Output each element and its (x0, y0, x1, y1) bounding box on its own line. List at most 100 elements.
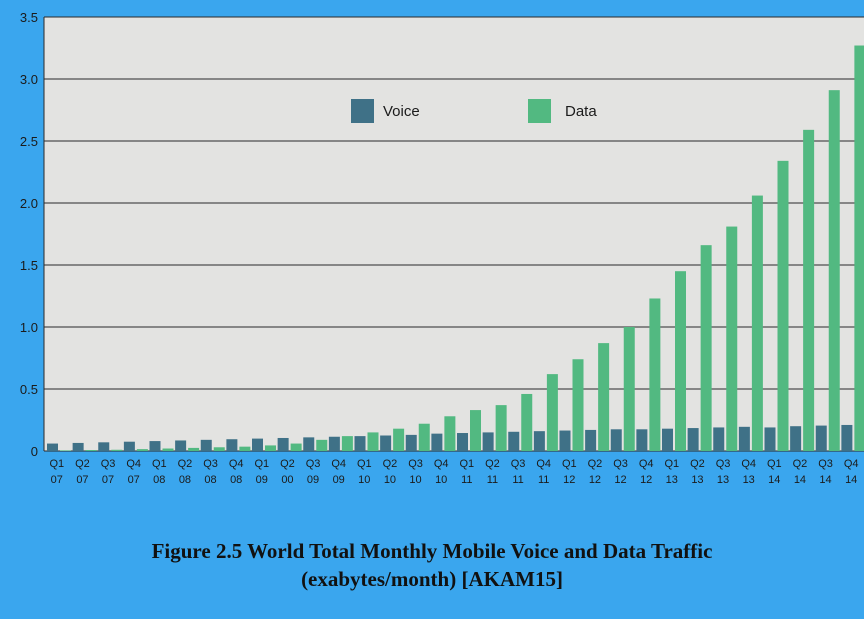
bar-voice (47, 443, 58, 451)
x-tick-label-year: 07 (128, 474, 140, 486)
x-tick-label-year: 14 (768, 474, 780, 486)
x-tick-label-quarter: Q1 (152, 458, 167, 470)
bar-data (649, 298, 661, 451)
x-tick-label-year: 13 (717, 474, 729, 486)
x-tick-label-year: 08 (230, 474, 242, 486)
x-tick-label-year: 12 (589, 474, 601, 486)
bar-voice (738, 426, 750, 451)
x-tick-label-year: 10 (358, 474, 370, 486)
bar-data (546, 374, 558, 451)
bar-voice (585, 429, 597, 451)
x-tick-label-year: 08 (153, 474, 165, 486)
x-tick-label-year: 09 (256, 474, 268, 486)
bar-data (136, 449, 148, 451)
x-tick-label-year: 12 (640, 474, 652, 486)
bar-data (803, 129, 815, 451)
x-tick-label-quarter: Q3 (101, 458, 116, 470)
x-tick-label-quarter: Q3 (716, 458, 731, 470)
legend-swatch-voice (351, 99, 374, 123)
x-tick-label-quarter: Q4 (536, 458, 551, 470)
bar-voice (559, 430, 571, 451)
bar-data (265, 445, 276, 451)
x-axis: Q1 07 Q2 07 Q3 07 Q4 07 Q1 08 Q2 08 Q3 08 Q4 08 Q1 09 Q2 00… (49, 458, 858, 486)
x-tick-label-quarter: Q3 (613, 458, 628, 470)
bar-voice (431, 433, 443, 451)
x-tick-label-quarter: Q1 (357, 458, 372, 470)
bar-voice (328, 436, 340, 451)
bar-voice (252, 438, 263, 451)
bar-data (470, 410, 481, 451)
y-tick-label: 2.5 (20, 134, 38, 149)
bar-data (188, 447, 200, 451)
y-tick-label: 3.5 (20, 10, 38, 25)
bar-voice (175, 440, 187, 451)
bar-data (700, 245, 712, 451)
chart: 00.51.01.52.02.53.03.5 Q107Q207Q307Q407Q… (20, 10, 864, 486)
x-tick-label-year: 10 (409, 474, 421, 486)
x-tick-label-year: 14 (845, 474, 857, 486)
x-tick-label-year: 11 (487, 474, 498, 486)
bar-voice (380, 435, 392, 451)
legend-label-voice: Voice (383, 103, 420, 120)
bar-data (726, 226, 738, 451)
bar-data (316, 439, 328, 451)
bar-voice (790, 426, 802, 451)
bar-data (751, 195, 763, 451)
y-tick-label: 1.5 (20, 258, 38, 273)
x-tick-label-quarter: Q1 (767, 458, 782, 470)
x-tick-label-year: 07 (76, 474, 88, 486)
figure-caption-line-1: Figure 2.5 World Total Monthly Mobile Vo… (151, 539, 713, 563)
x-tick-label-year: 14 (819, 474, 831, 486)
x-tick-label-quarter: Q4 (434, 458, 449, 470)
x-tick-label-quarter: Q1 (49, 458, 64, 470)
x-tick-label-year: 09 (307, 474, 319, 486)
x-tick-label-year: 07 (51, 474, 63, 486)
bar-voice (123, 441, 135, 451)
bar-voice (713, 427, 725, 451)
x-tick-label-year: 12 (614, 474, 626, 486)
x-tick-label-year: 07 (102, 474, 114, 486)
bars (47, 45, 864, 452)
plot-area (44, 17, 864, 451)
x-tick-label-year: 08 (179, 474, 191, 486)
bar-data (777, 160, 789, 451)
bar-voice (354, 436, 366, 451)
x-tick-label-year: 10 (435, 474, 447, 486)
x-tick-label-quarter: Q2 (75, 458, 90, 470)
x-tick-label-year: 09 (333, 474, 345, 486)
x-tick-label-year: 11 (461, 474, 472, 486)
bar-data (444, 416, 456, 451)
bar-voice (98, 442, 110, 451)
x-tick-label-year: 00 (281, 474, 293, 486)
bar-data (854, 45, 864, 452)
y-tick-label: 2.0 (20, 196, 38, 211)
x-tick-label-quarter: Q3 (818, 458, 833, 470)
legend-label-data: Data (565, 103, 597, 120)
bar-voice (200, 439, 212, 451)
x-tick-label-year: 14 (794, 474, 806, 486)
y-tick-label: 1.0 (20, 320, 38, 335)
y-tick-label: 0.5 (20, 382, 38, 397)
bar-voice (533, 431, 545, 451)
bar-voice (303, 437, 315, 451)
bar-voice (482, 432, 494, 451)
x-tick-label-quarter: Q1 (459, 458, 474, 470)
bar-voice (815, 425, 827, 451)
gridlines (43, 16, 864, 452)
x-tick-label-quarter: Q1 (664, 458, 679, 470)
bar-voice (687, 428, 699, 451)
bar-voice (405, 434, 417, 451)
x-tick-label-quarter: Q4 (741, 458, 756, 470)
legend-swatch-data (528, 99, 551, 123)
bar-voice (72, 442, 84, 451)
bar-data (828, 90, 840, 451)
bar-data (239, 446, 251, 451)
y-tick-label: 3.0 (20, 72, 38, 87)
y-axis: 0 0.5 1.0 1.5 2.0 2.5 3.0 3.5 (20, 10, 38, 459)
bar-data (572, 359, 584, 451)
bar-data (60, 450, 71, 451)
x-tick-label-quarter: Q3 (306, 458, 321, 470)
bar-data (418, 423, 430, 451)
legend: Voice Data (351, 99, 597, 123)
bar-data (85, 450, 97, 451)
